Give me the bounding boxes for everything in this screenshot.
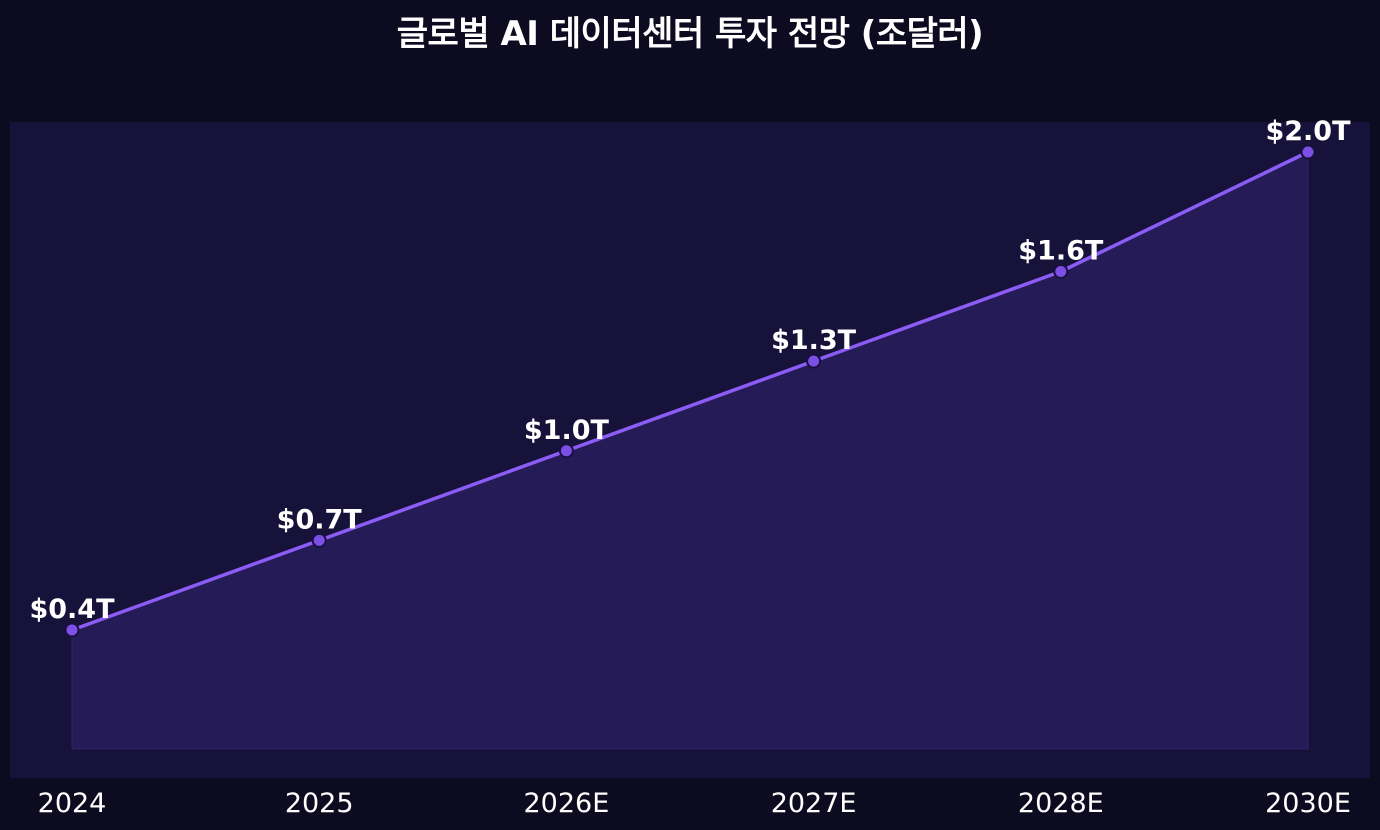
data-label-2030E: $2.0T bbox=[1265, 116, 1351, 147]
series-line bbox=[71, 150, 1309, 632]
data-point-2027E bbox=[806, 353, 822, 369]
data-point-2025 bbox=[311, 532, 327, 548]
data-point-2024 bbox=[64, 622, 80, 638]
data-label-2026E: $1.0T bbox=[524, 415, 610, 446]
x-tick-label-2026E: 2026E bbox=[524, 788, 610, 819]
x-tick-label-2027E: 2027E bbox=[771, 788, 857, 819]
x-tick-label-2028E: 2028E bbox=[1018, 788, 1104, 819]
x-tick-label-2030E: 2030E bbox=[1265, 788, 1351, 819]
data-label-2024: $0.4T bbox=[29, 594, 115, 625]
data-label-2028E: $1.6T bbox=[1018, 236, 1104, 267]
x-axis-ticks: 2024 2025 2026E 2027E 2028E 2030E bbox=[38, 788, 1351, 819]
data-label-2025: $0.7T bbox=[277, 504, 363, 535]
x-tick-label-2024: 2024 bbox=[38, 788, 107, 819]
data-labels: $0.4T $0.7T $1.0T $1.3T $1.6T $2.0T bbox=[29, 116, 1351, 625]
data-markers bbox=[64, 144, 1316, 638]
data-point-2028E bbox=[1053, 264, 1069, 279]
data-point-2030E bbox=[1300, 144, 1316, 160]
data-point-2026E bbox=[558, 443, 574, 459]
data-label-2027E: $1.3T bbox=[771, 325, 857, 356]
chart-title: 글로벌 AI 데이터센터 투자 전망 (조달러) bbox=[396, 14, 984, 54]
x-tick-label-2025: 2025 bbox=[285, 788, 354, 819]
